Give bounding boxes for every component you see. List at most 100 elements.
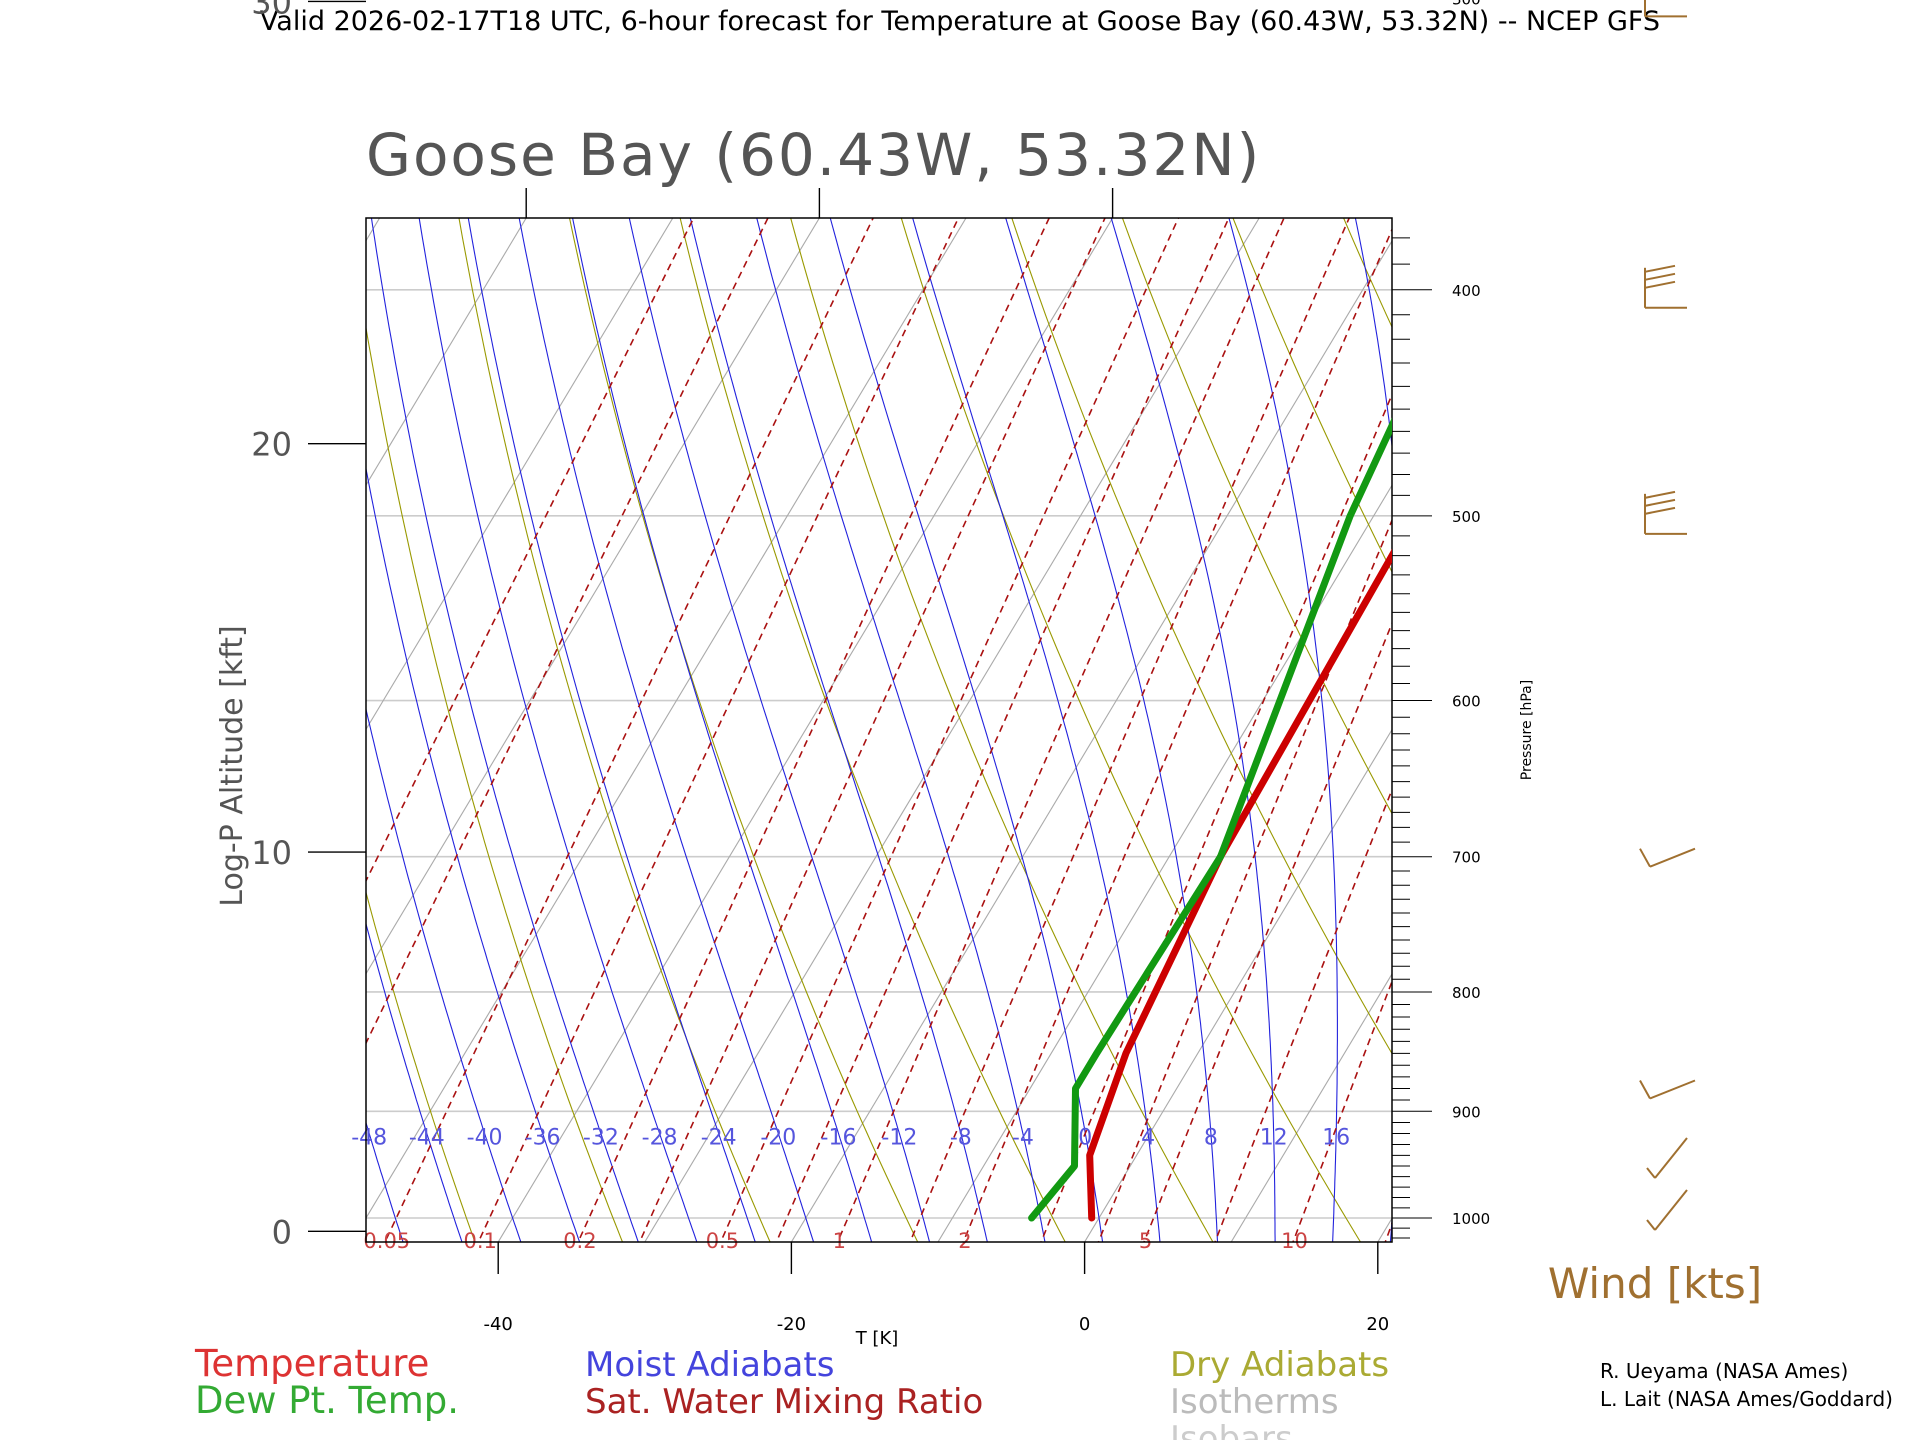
pressure-tick-label: 500 — [1452, 508, 1481, 526]
mixing-ratio-line — [1427, 0, 1920, 1315]
mixing-ratio-line — [638, 218, 1106, 1242]
moist-adiabat-label: -36 — [525, 1126, 561, 1151]
moist-adiabat — [1110, 218, 1276, 1242]
mixing-ratio-line — [366, 218, 695, 883]
moist-adiabat — [370, 218, 639, 1242]
moist-adiabat-label: -28 — [642, 1126, 678, 1151]
dry-adiabat — [1795, 0, 1920, 1315]
wind-barb — [1644, 490, 1687, 535]
dewpoint-line — [1028, 417, 1392, 1222]
moist-adiabat-label: -20 — [760, 1126, 796, 1151]
legend-temperature: Temperature — [194, 1342, 429, 1385]
isotherm — [1377, 1217, 1392, 1242]
dry-adiabat — [1441, 0, 1920, 1315]
mixing-ratio-line — [1097, 518, 1392, 1242]
moist-adiabat-label: -16 — [821, 1126, 857, 1151]
dry-adiabat — [900, 218, 1362, 1242]
moist-adiabat-label: 0 — [1078, 1126, 1092, 1151]
pressure-tick-label: 900 — [1452, 1103, 1481, 1121]
moist-adiabat — [366, 706, 522, 1242]
isotherm — [1627, 0, 1920, 1315]
isotherm — [366, 218, 527, 487]
dry-adiabat — [1232, 218, 1392, 574]
mixing-ratio-line — [909, 218, 1351, 1242]
moist-adiabat — [1228, 218, 1338, 1242]
isotherm — [366, 218, 674, 731]
altitude-tick-label: 0 — [272, 1213, 292, 1251]
mixing-ratio-line — [1040, 392, 1392, 1242]
dry-adiabats — [366, 0, 1920, 1315]
moist-adiabat — [366, 921, 463, 1242]
isotherm — [366, 218, 967, 1220]
mixing-ratio-label: 0.1 — [463, 1229, 496, 1253]
mixing-ratio-label: 1 — [833, 1229, 846, 1253]
dry-adiabat — [1529, 0, 1920, 1315]
legend-mixing-ratio: Sat. Water Mixing Ratio — [585, 1382, 983, 1422]
x-tick-label: 0 — [1079, 1314, 1090, 1335]
wind-barb — [1646, 1189, 1688, 1231]
moist-adiabat-label: -24 — [701, 1126, 737, 1151]
pressure-tick-label: 600 — [1452, 693, 1481, 711]
moist-adiabat-label: 8 — [1204, 1126, 1218, 1151]
legend-moist-adiabats: Moist Adiabats — [585, 1345, 834, 1385]
x-tick-label: -40 — [483, 1314, 512, 1335]
legend-isotherms: Isotherms — [1170, 1382, 1339, 1422]
isobars — [366, 288, 1392, 1219]
wind-barb — [1639, 847, 1696, 868]
moist-adiabat — [366, 466, 581, 1242]
left-axis-label: Log-P Altitude [kft] — [215, 625, 250, 906]
altitude-tick-label: 30 — [251, 0, 292, 21]
dry-adiabat — [1342, 218, 1392, 329]
mixing-ratio-line — [477, 218, 960, 1242]
moist-adiabat-label: 4 — [1141, 1126, 1155, 1151]
moist-adiabat — [1005, 218, 1219, 1242]
x-tick-label: 20 — [1366, 1314, 1389, 1335]
moist-adiabat — [689, 218, 988, 1242]
moist-adiabat-label: 16 — [1322, 1126, 1350, 1151]
axes: -40-200200102030401000900800700600500400… — [251, 0, 1490, 1335]
wind-barb — [1644, 0, 1687, 18]
pressure-tick-label: 400 — [1452, 282, 1481, 300]
dry-adiabat — [1618, 0, 1920, 1315]
chart-title: Goose Bay (60.43W, 53.32N) — [366, 121, 1261, 189]
legend-isobars: Isobars — [1170, 1419, 1293, 1440]
mixing-ratio-line — [1599, 0, 1920, 1315]
mixing-ratio-line — [1292, 979, 1392, 1242]
mixing-ratio-line — [384, 218, 875, 1242]
moist-adiabats — [366, 218, 1392, 1242]
mixing-ratio-line — [962, 227, 1392, 1242]
wind-barb — [1646, 1137, 1688, 1179]
mixing-ratio-lines — [366, 0, 1920, 1315]
moist-adiabat-label: -4 — [1012, 1126, 1034, 1151]
credit-lait: L. Lait (NASA Ames/Goddard) — [1600, 1387, 1893, 1411]
moist-adiabat-label: -40 — [467, 1126, 503, 1151]
dry-adiabat — [1011, 218, 1392, 1055]
pressure-tick-label: 700 — [1452, 849, 1481, 867]
wind-barb — [1639, 1079, 1696, 1100]
legend-dry-adiabats: Dry Adiabats — [1170, 1345, 1389, 1385]
moist-adiabat-label: 12 — [1260, 1126, 1288, 1151]
pressure-tick-label: 1000 — [1452, 1210, 1490, 1228]
profiles — [1028, 417, 1392, 1222]
isotherm — [366, 218, 381, 242]
mixing-ratio-label: 0.5 — [706, 1229, 739, 1253]
isotherm — [0, 0, 710, 1315]
moist-adiabat-label: -44 — [409, 1126, 445, 1151]
right-axis-label: Pressure [hPa] — [1519, 680, 1535, 780]
credit-ueyama: R. Ueyama (NASA Ames) — [1600, 1359, 1848, 1383]
mixing-ratio-line — [1526, 0, 1920, 1315]
dry-adiabat — [366, 324, 624, 1242]
dry-adiabat — [568, 218, 919, 1242]
isotherm — [937, 484, 1392, 1242]
moist-adiabat — [366, 1120, 404, 1242]
dry-adiabat — [1353, 0, 1920, 1315]
legend-dewpoint: Dew Pt. Temp. — [195, 1379, 459, 1422]
isotherm — [644, 218, 1260, 1242]
dry-adiabat — [790, 218, 1214, 1242]
isotherm — [1481, 0, 1920, 1315]
mixing-ratio-label: 0.05 — [363, 1229, 410, 1253]
altitude-tick-label: 10 — [251, 834, 292, 872]
wind-label: Wind [kts] — [1548, 1259, 1762, 1308]
mixing-ratio-label: 0.2 — [563, 1229, 596, 1253]
isotherm — [1230, 972, 1392, 1242]
